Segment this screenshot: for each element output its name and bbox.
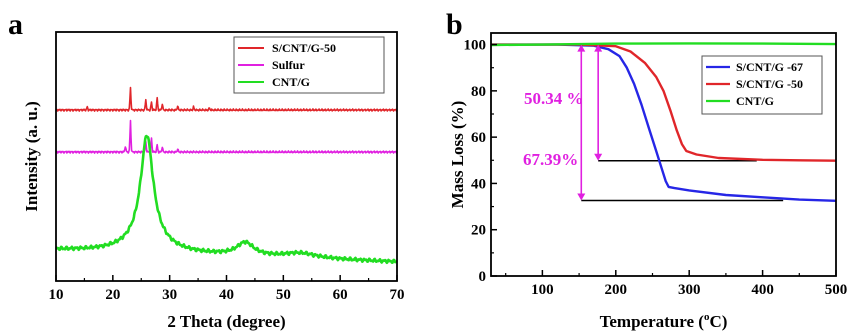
x-tick-label: 70 xyxy=(390,287,405,303)
x-tick-label: 20 xyxy=(105,287,120,303)
x-tick-label: 50 xyxy=(276,287,291,303)
x-axis-label-degree: o xyxy=(704,311,710,323)
series-line-Sulfur xyxy=(55,119,398,154)
legend-label-S/CNT/G -67: S/CNT/G -67 xyxy=(736,60,803,74)
arrow-50-head-top xyxy=(594,44,603,52)
annotation-50: 50.34 % xyxy=(524,89,584,108)
series-line-CNT/G xyxy=(490,42,837,47)
legend-label-S/CNT/G-50: S/CNT/G-50 xyxy=(272,41,336,55)
panel-label-b: b xyxy=(446,8,463,41)
arrow-67-head-bottom xyxy=(577,193,586,201)
y-tick-label: 60 xyxy=(471,130,486,146)
series-line-S/CNT/G -50 xyxy=(491,43,837,162)
annotation-67: 67.39% xyxy=(523,150,578,169)
x-tick-label: 400 xyxy=(751,282,774,298)
plot-frame-b xyxy=(490,32,837,277)
y-tick-label: 100 xyxy=(464,38,487,54)
x-tick-label: 60 xyxy=(333,287,348,303)
legend-label-Sulfur: Sulfur xyxy=(272,58,305,72)
series-line-CNT/G xyxy=(55,134,398,265)
x-axis-label-main: Temperature ( xyxy=(600,312,705,331)
arrow-50-head-bottom xyxy=(594,153,603,161)
x-axis-label-a: 2 Theta (degree) xyxy=(167,312,285,331)
y-tick-label: 0 xyxy=(479,269,487,285)
x-tick-label: 10 xyxy=(49,287,64,303)
series-line-S/CNT/G -67 xyxy=(491,43,837,202)
y-axis-label-b: Mass Loss (%) xyxy=(448,101,467,209)
y-tick-label: 20 xyxy=(471,223,486,239)
series-line-S/CNT/G-50 xyxy=(55,86,398,112)
y-tick-label: 80 xyxy=(471,84,486,100)
x-axis-label-unit: C) xyxy=(709,312,727,331)
panel-b: b 50.34 % 67.39% 100 200 300 400 500 0 20 40 60 80 10… xyxy=(446,8,847,331)
y-axis-label-a: Intensity (a. u.) xyxy=(22,101,41,212)
x-tick-label: 100 xyxy=(531,282,554,298)
x-tick-label: 30 xyxy=(162,287,177,303)
arrow-67-head-top xyxy=(577,44,586,52)
legend-label-S/CNT/G -50: S/CNT/G -50 xyxy=(736,77,803,91)
x-axis-label-b: Temperature (oC) xyxy=(600,311,728,331)
panel-label-a: a xyxy=(8,8,23,41)
legend-label-CNT/G: CNT/G xyxy=(736,94,774,108)
x-tick-label: 500 xyxy=(825,282,848,298)
x-tick-label: 40 xyxy=(219,287,234,303)
legend-label-CNT/G: CNT/G xyxy=(272,75,310,89)
panel-a: a 10 20 30 40 50 60 70 2 Theta (degree) Intensity… xyxy=(8,8,405,331)
x-tick-label: 200 xyxy=(605,282,628,298)
y-tick-label: 40 xyxy=(471,176,486,192)
x-tick-label: 300 xyxy=(678,282,701,298)
